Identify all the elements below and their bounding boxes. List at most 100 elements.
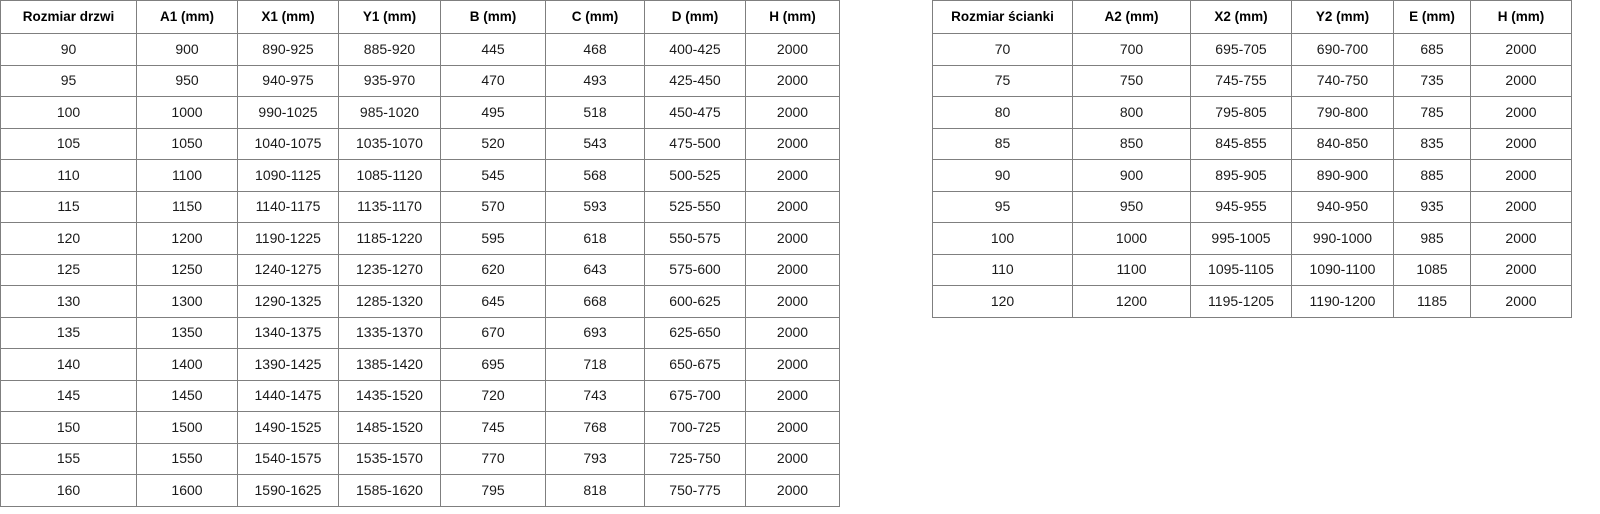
door-cell: 160	[0, 474, 137, 507]
wall-cell: 950	[1072, 190, 1191, 223]
door-cell: 1350	[136, 316, 238, 349]
wall-cell: 990-1000	[1291, 222, 1394, 255]
door-cell: 2000	[745, 474, 840, 507]
door-cell: 890-925	[237, 33, 339, 66]
wall-cell: 790-800	[1291, 96, 1394, 129]
door-cell: 1535-1570	[338, 442, 441, 475]
door-cell: 155	[0, 442, 137, 475]
wall-cell: 100	[932, 222, 1073, 255]
table-row: 120 1200 1195-1205 1190-1200 1185 2000	[932, 285, 1572, 318]
wall-cell: 850	[1072, 127, 1191, 160]
door-cell: 105	[0, 127, 137, 160]
door-cell: 1035-1070	[338, 127, 441, 160]
door-cell: 795	[440, 474, 546, 507]
door-cell: 500-525	[644, 159, 746, 192]
wall-cell: 700	[1072, 33, 1191, 66]
door-cell: 110	[0, 159, 137, 192]
wall-cell: 745-755	[1190, 64, 1292, 97]
door-cell: 650-675	[644, 348, 746, 381]
door-cell: 90	[0, 33, 137, 66]
table-row: 90 900 890-925 885-920 445 468 400-425 2000	[0, 33, 840, 66]
door-cell: 1585-1620	[338, 474, 441, 507]
door-cell: 100	[0, 96, 137, 129]
door-cell: 1185-1220	[338, 222, 441, 255]
table-row: 90 900 895-905 890-900 885 2000	[932, 159, 1572, 192]
door-cell: 1050	[136, 127, 238, 160]
door-cell: 2000	[745, 348, 840, 381]
wall-cell: 1200	[1072, 285, 1191, 318]
door-cell: 1400	[136, 348, 238, 381]
door-cell: 2000	[745, 159, 840, 192]
wall-cell: 935	[1393, 190, 1471, 223]
table-row: 95 950 945-955 940-950 935 2000	[932, 190, 1572, 223]
table-row: 150 1500 1490-1525 1485-1520 745 768 700-725 20…	[0, 411, 840, 444]
wall-cell: 2000	[1470, 96, 1572, 129]
door-cell: 743	[545, 379, 645, 412]
door-cell: 570	[440, 190, 546, 223]
door-cell: 1135-1170	[338, 190, 441, 223]
door-cell: 1150	[136, 190, 238, 223]
door-cell: 1490-1525	[237, 411, 339, 444]
wall-table-body: 70 700 695-705 690-700 685 2000 75 750 745-755 74…	[932, 33, 1572, 318]
wall-cell: 2000	[1470, 127, 1572, 160]
wall-column-header: X2 (mm)	[1190, 0, 1292, 34]
wall-cell: 2000	[1470, 285, 1572, 318]
door-cell: 1300	[136, 285, 238, 318]
wall-cell: 890-900	[1291, 159, 1394, 192]
door-cell: 1200	[136, 222, 238, 255]
door-column-header: Rozmiar drzwi	[0, 0, 137, 34]
wall-cell: 800	[1072, 96, 1191, 129]
wall-cell: 70	[932, 33, 1073, 66]
wall-cell: 2000	[1470, 64, 1572, 97]
door-cell: 2000	[745, 64, 840, 97]
door-cell: 2000	[745, 190, 840, 223]
door-cell: 600-625	[644, 285, 746, 318]
door-cell: 725-750	[644, 442, 746, 475]
door-cell: 750-775	[644, 474, 746, 507]
door-cell: 1600	[136, 474, 238, 507]
table-row: 115 1150 1140-1175 1135-1170 570 593 525-550 20…	[0, 190, 840, 223]
wall-cell: 1000	[1072, 222, 1191, 255]
door-cell: 115	[0, 190, 137, 223]
door-cell: 135	[0, 316, 137, 349]
door-cell: 475-500	[644, 127, 746, 160]
door-cell: 670	[440, 316, 546, 349]
door-column-header: A1 (mm)	[136, 0, 238, 34]
door-cell: 525-550	[644, 190, 746, 223]
table-row: 95 950 940-975 935-970 470 493 425-450 2000	[0, 64, 840, 97]
door-cell: 575-600	[644, 253, 746, 286]
door-cell: 885-920	[338, 33, 441, 66]
table-row: 100 1000 995-1005 990-1000 985 2000	[932, 222, 1572, 255]
door-cell: 493	[545, 64, 645, 97]
door-cell: 425-450	[644, 64, 746, 97]
door-column-header: C (mm)	[545, 0, 645, 34]
wall-cell: 1100	[1072, 253, 1191, 286]
door-column-header: Y1 (mm)	[338, 0, 441, 34]
wall-cell: 835	[1393, 127, 1471, 160]
wall-cell: 2000	[1470, 159, 1572, 192]
door-cell: 1240-1275	[237, 253, 339, 286]
door-cell: 593	[545, 190, 645, 223]
wall-cell: 1085	[1393, 253, 1471, 286]
table-header-row: Rozmiar drzwi A1 (mm) X1 (mm) Y1 (mm) B (mm)…	[0, 0, 840, 34]
door-cell: 125	[0, 253, 137, 286]
wall-cell: 895-905	[1190, 159, 1292, 192]
door-cell: 470	[440, 64, 546, 97]
table-row: 75 750 745-755 740-750 735 2000	[932, 64, 1572, 97]
wall-cell: 80	[932, 96, 1073, 129]
door-cell: 445	[440, 33, 546, 66]
door-cell: 1435-1520	[338, 379, 441, 412]
wall-cell: 90	[932, 159, 1073, 192]
wall-cell: 75	[932, 64, 1073, 97]
door-cell: 595	[440, 222, 546, 255]
door-cell: 718	[545, 348, 645, 381]
wall-cell: 1195-1205	[1190, 285, 1292, 318]
table-row: 110 1100 1090-1125 1085-1120 545 568 500-525 20…	[0, 159, 840, 192]
table-row: 130 1300 1290-1325 1285-1320 645 668 600-625 20…	[0, 285, 840, 318]
door-cell: 1450	[136, 379, 238, 412]
wall-cell: 685	[1393, 33, 1471, 66]
door-cell: 935-970	[338, 64, 441, 97]
door-cell: 668	[545, 285, 645, 318]
door-cell: 450-475	[644, 96, 746, 129]
door-cell: 645	[440, 285, 546, 318]
